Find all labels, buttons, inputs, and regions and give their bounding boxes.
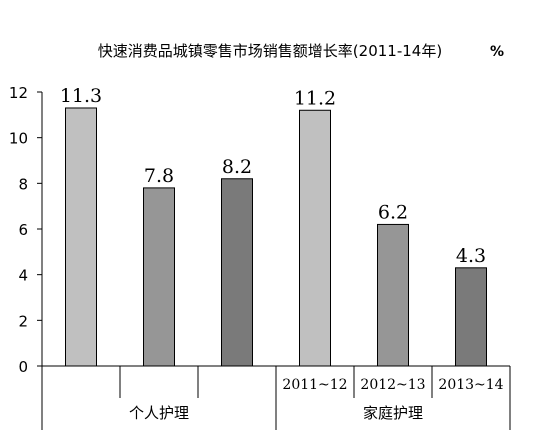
bar — [299, 109, 331, 367]
y-axis: 0 2 4 6 8 10 12 — [9, 84, 43, 376]
category-label: 2012~13 — [360, 377, 425, 393]
bar-value-label: 11.2 — [294, 87, 336, 109]
bar — [65, 107, 97, 367]
chart-title: 快速消费品城镇零售市场销售额增长率(2011-14年) — [98, 42, 442, 60]
bar — [455, 267, 487, 367]
bar-value-label: 7.8 — [144, 165, 174, 187]
bar-value-label: 6.2 — [378, 201, 408, 223]
y-tick-label: 12 — [9, 84, 28, 102]
y-tick-label: 10 — [9, 130, 28, 148]
bar-value-label: 4.3 — [456, 245, 486, 267]
y-tick-label: 4 — [18, 267, 28, 285]
bar-value-label: 8.2 — [222, 156, 252, 178]
y-tick-label: 2 — [18, 312, 28, 330]
y-tick-label: 8 — [18, 175, 28, 193]
bar — [377, 223, 409, 367]
group-label: 家庭护理 — [363, 404, 423, 422]
category-label: 2011~12 — [282, 377, 347, 393]
group-label: 个人护理 — [129, 404, 189, 422]
bar — [143, 187, 175, 367]
bar-value-label: 11.3 — [60, 85, 102, 107]
category-label: 2013~14 — [438, 377, 503, 393]
y-tick-label: 6 — [18, 221, 28, 239]
bars: 11.3 7.8 8.2 11.2 6.2 4.3 — [60, 85, 487, 367]
bar — [221, 178, 253, 367]
x-axis: 2011~12 2012~13 2013~14 个人护理 家庭护理 — [41, 365, 511, 430]
chart-unit: % — [490, 44, 504, 60]
y-tick-label: 0 — [18, 358, 28, 376]
